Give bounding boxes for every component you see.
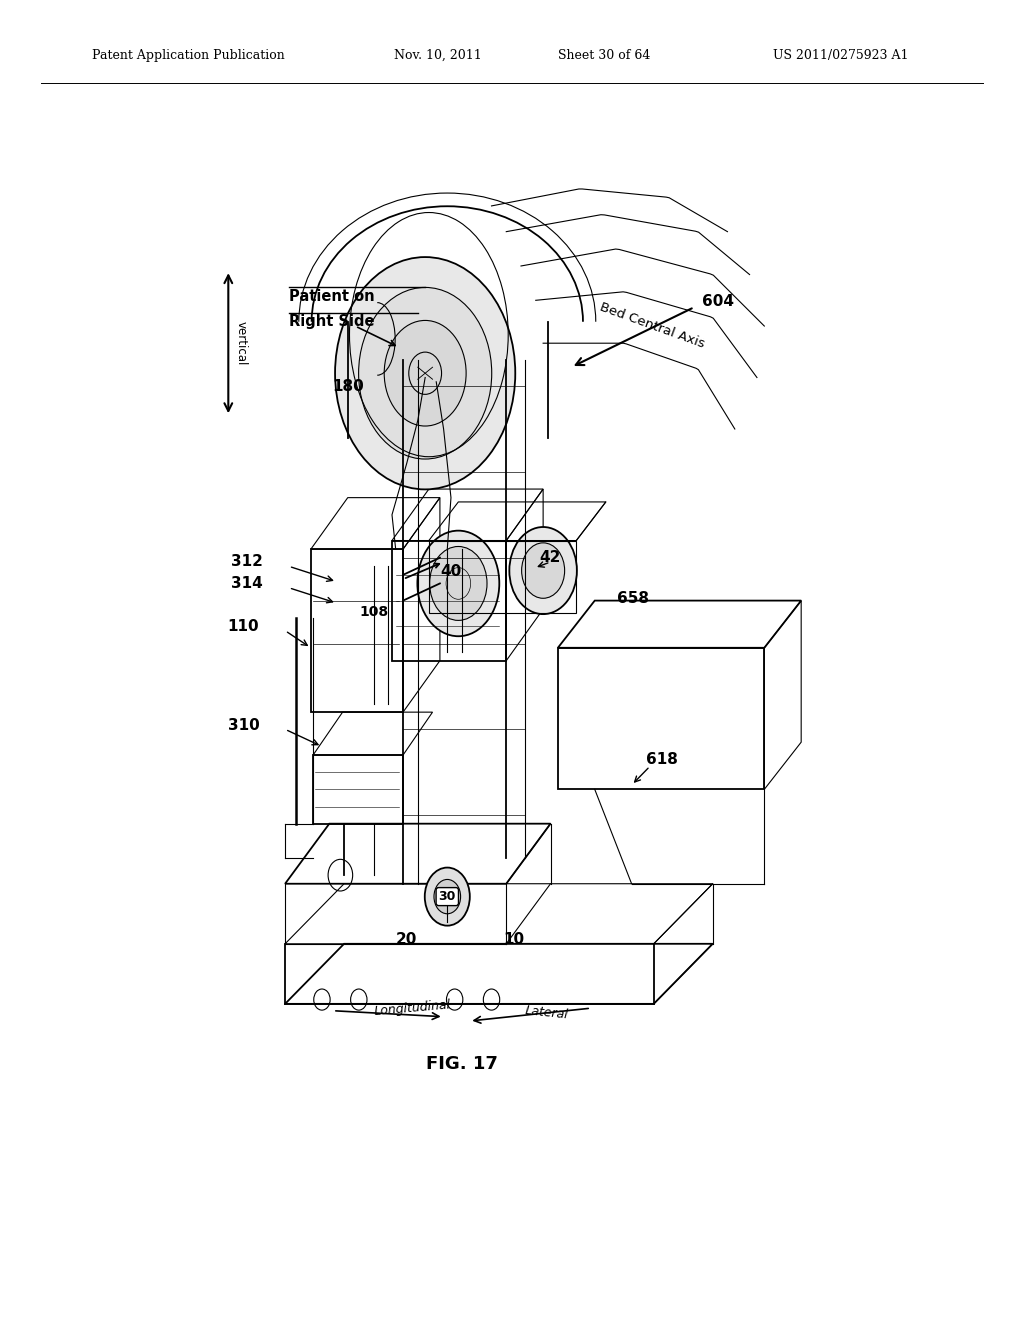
Circle shape [434,879,461,913]
Text: vertical: vertical [234,321,248,366]
Text: Sheet 30 of 64: Sheet 30 of 64 [558,49,650,62]
Text: Patent Application Publication: Patent Application Publication [92,49,285,62]
Text: 312: 312 [231,554,263,569]
Circle shape [430,546,487,620]
Text: Lateral: Lateral [524,1003,569,1022]
Circle shape [509,527,577,614]
Text: 314: 314 [231,576,263,591]
Text: 658: 658 [616,591,649,606]
Circle shape [425,867,470,925]
Text: 618: 618 [646,752,678,767]
Text: FIG. 17: FIG. 17 [426,1055,498,1073]
Text: 42: 42 [540,550,561,565]
Circle shape [358,288,492,459]
Text: Patient on: Patient on [289,289,375,304]
Text: 10: 10 [503,932,524,946]
Circle shape [418,531,500,636]
Text: 604: 604 [701,293,733,309]
Text: 310: 310 [227,718,259,733]
Text: Nov. 10, 2011: Nov. 10, 2011 [394,49,482,62]
Text: 40: 40 [440,564,462,579]
Circle shape [384,321,466,426]
Circle shape [521,543,564,598]
Text: Longitudinal: Longitudinal [374,998,452,1018]
Text: Right Side: Right Side [289,314,374,329]
Circle shape [335,257,515,490]
Text: 180: 180 [332,379,364,393]
Text: 108: 108 [359,605,388,619]
Text: 30: 30 [438,890,456,903]
Text: US 2011/0275923 A1: US 2011/0275923 A1 [773,49,908,62]
Text: Bed Central Axis: Bed Central Axis [598,301,707,351]
Text: 20: 20 [396,932,418,946]
Text: 110: 110 [227,619,259,634]
